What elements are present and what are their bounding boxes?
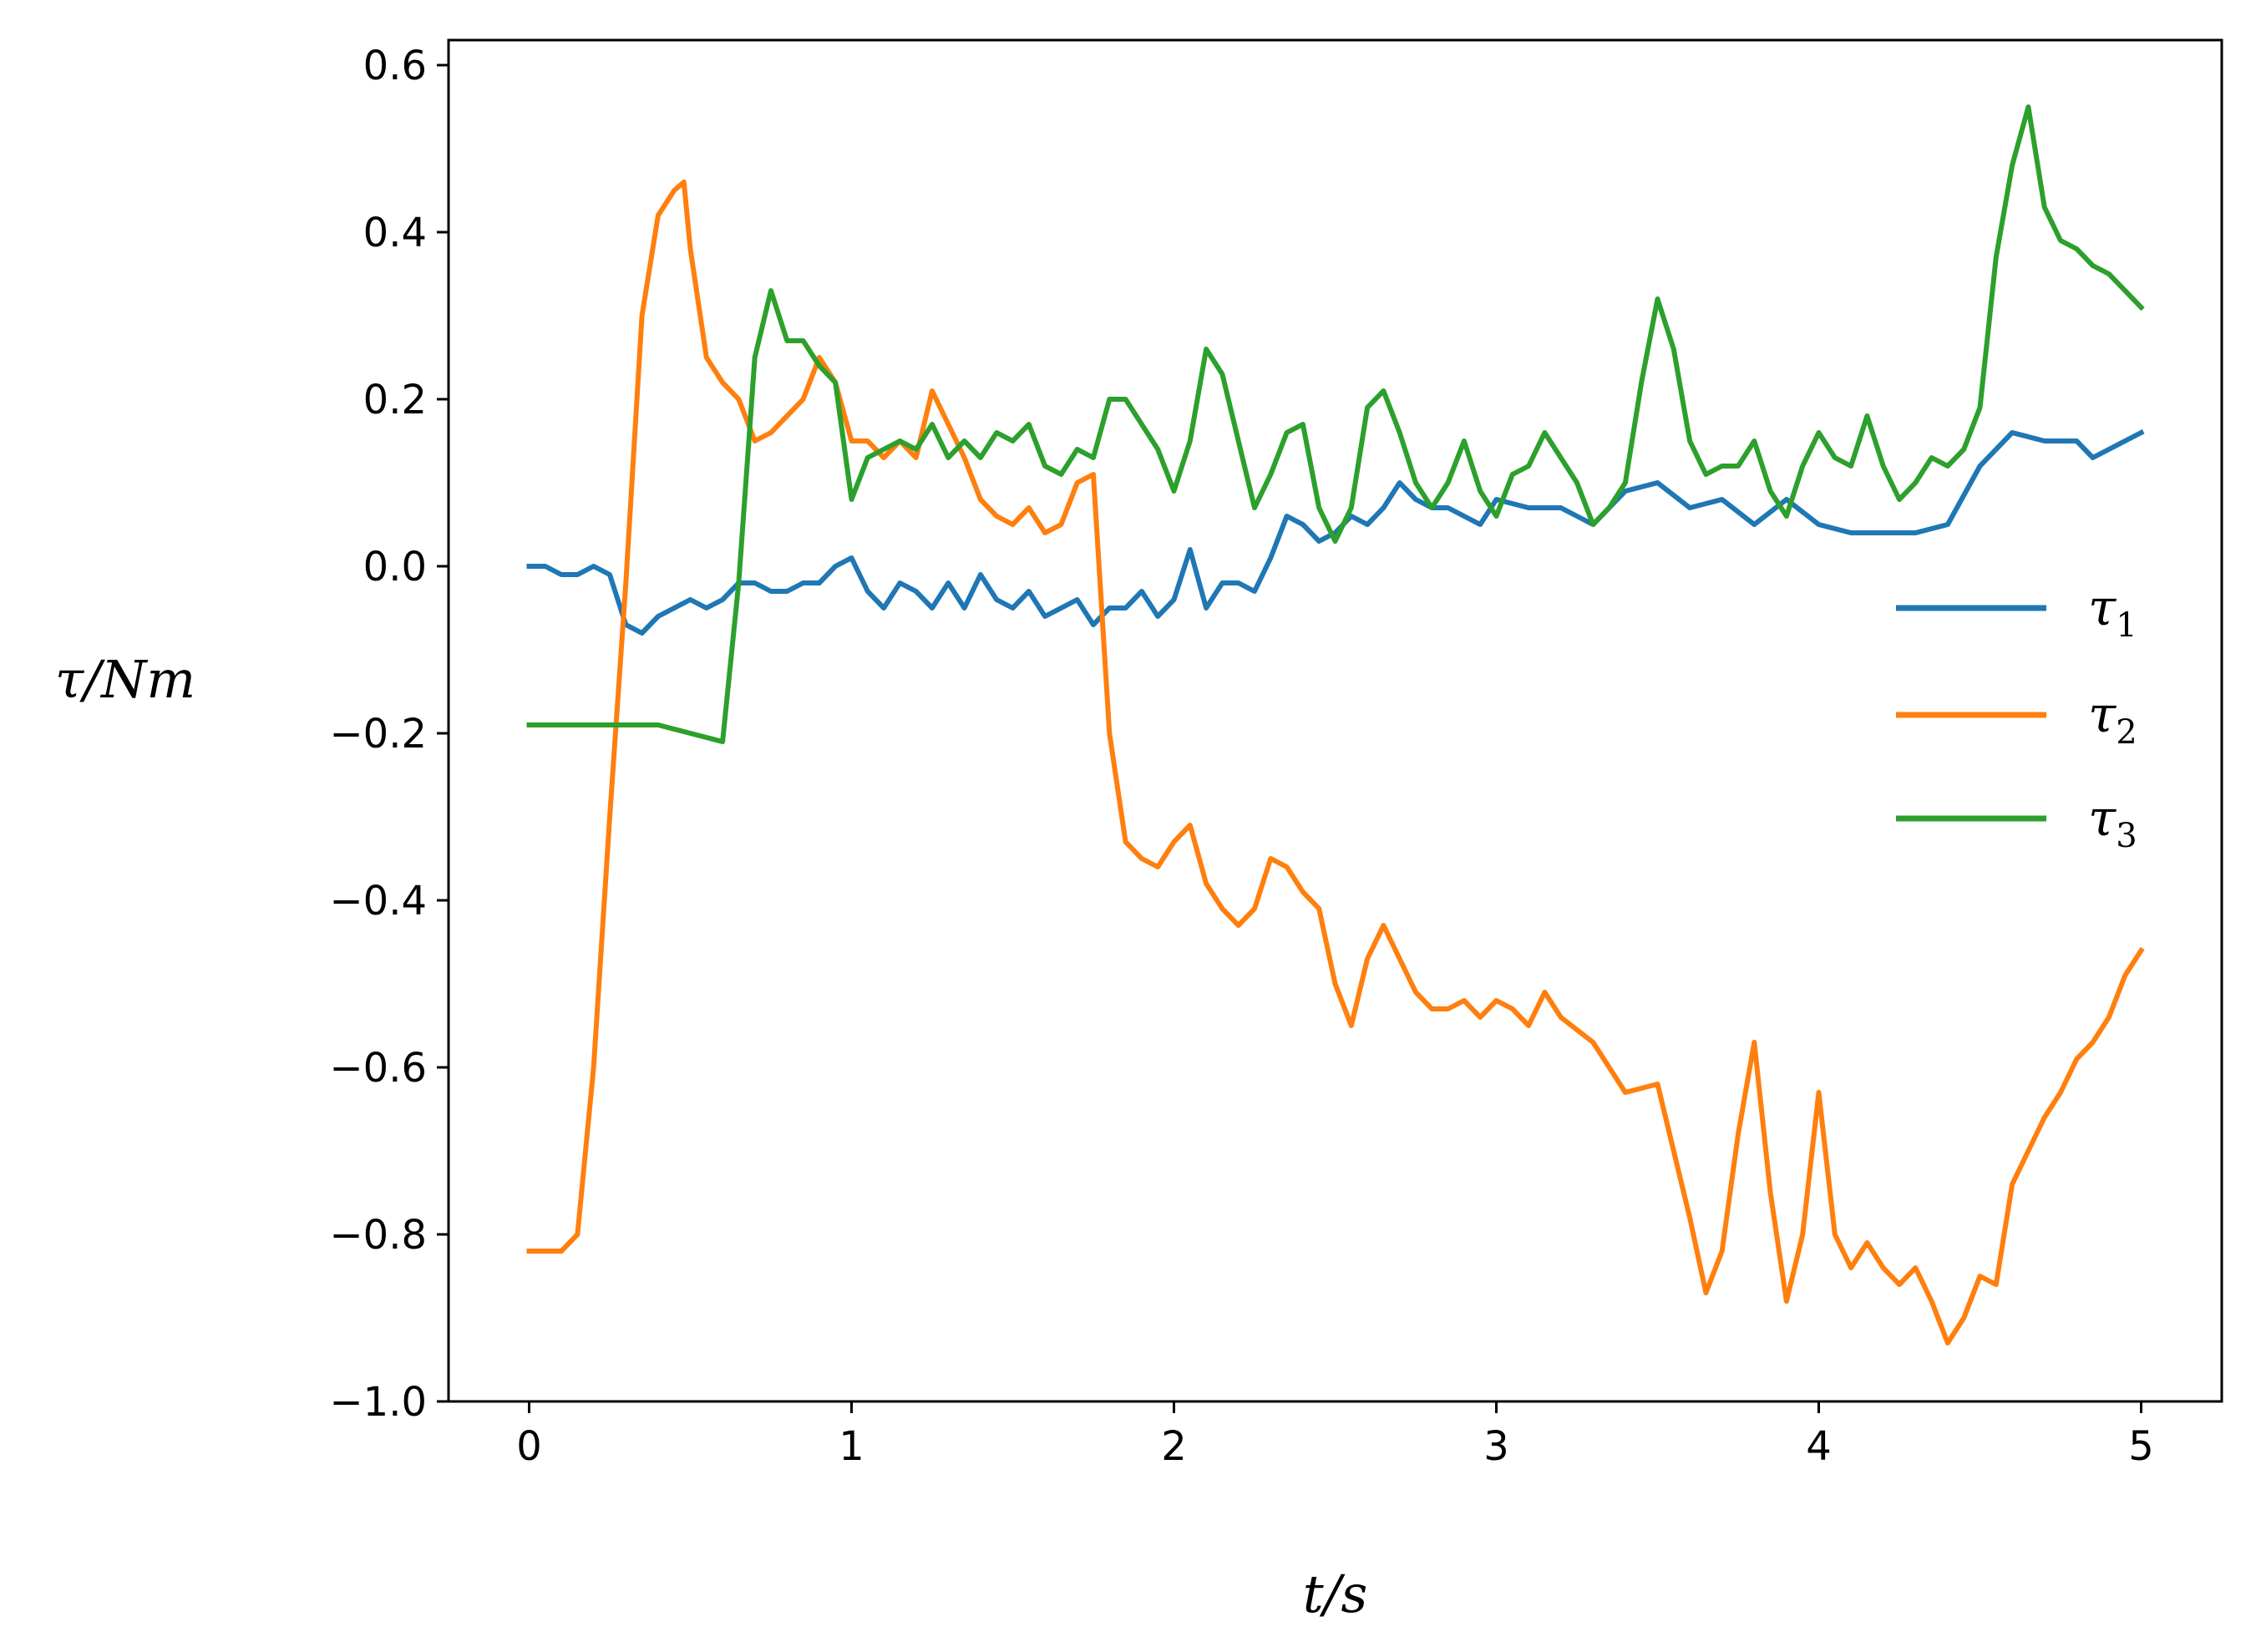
x-tick-label: 1 (839, 1423, 864, 1470)
x-tick-label: 5 (2128, 1423, 2154, 1470)
x-axis: 0 1 2 3 4 5 (516, 1401, 2154, 1470)
x-axis-label: t/s (1303, 1563, 1368, 1624)
y-tick-label: −0.6 (329, 1045, 427, 1092)
legend-label-tau-1: τ1 (2088, 579, 2137, 645)
series-line-tau-2 (526, 180, 2145, 1345)
plot-frame (447, 38, 2223, 1403)
series-line-tau-3 (526, 104, 2145, 744)
y-tick-label: 0.4 (363, 210, 427, 256)
y-tick-label: 0.0 (363, 544, 427, 590)
series-line-tau-1 (526, 428, 2145, 636)
y-axis: 0.6 0.4 0.2 0.0 −0.2 −0.4 −0.6 −0.8 −1.0 (329, 43, 449, 1426)
x-tick-label: 2 (1161, 1423, 1187, 1470)
y-tick-label: −0.2 (329, 711, 427, 758)
y-tick-label: 0.6 (363, 43, 427, 89)
series-layer (526, 104, 2145, 1345)
x-tick-label: 4 (1806, 1423, 1832, 1470)
y-tick-label: −0.4 (329, 878, 427, 925)
legend: τ1 τ2 τ3 (1896, 579, 2137, 855)
y-tick-label: 0.2 (363, 377, 427, 423)
y-tick-label: −1.0 (329, 1379, 427, 1426)
x-tick-label: 3 (1483, 1423, 1509, 1470)
x-tick-label: 0 (516, 1423, 542, 1470)
y-axis-label: τ/Nm (55, 649, 195, 710)
legend-label-tau-2: τ2 (2088, 686, 2137, 752)
legend-label-tau-3: τ3 (2088, 789, 2137, 855)
y-tick-label: −0.8 (329, 1212, 427, 1259)
